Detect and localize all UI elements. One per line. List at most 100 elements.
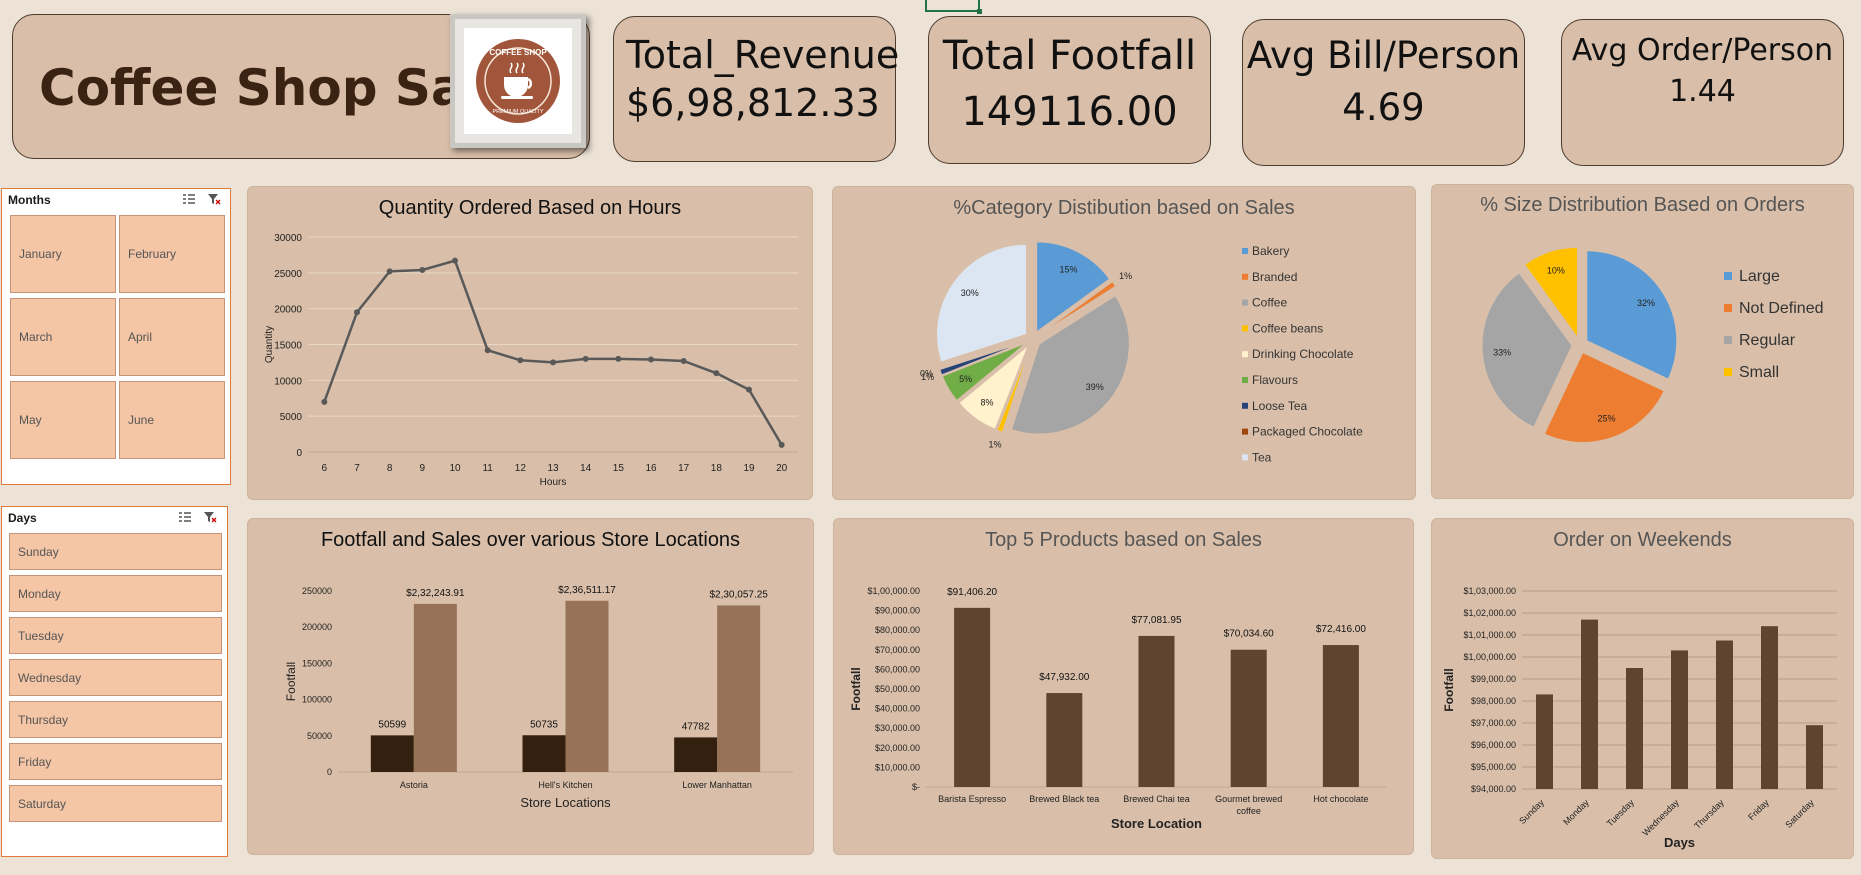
slicer-item-wednesday[interactable]: Wednesday [9, 659, 222, 696]
coffee-shop-logo: COFFEE SHOP PREMIUM QUALITY [464, 28, 572, 134]
x-tick-label: 8 [387, 463, 393, 474]
bar [954, 607, 991, 787]
data-point [648, 356, 654, 363]
pie-slice-small [1523, 246, 1579, 339]
data-point [713, 370, 720, 377]
pie-slice-bakery [1036, 241, 1111, 333]
size-chart-panel[interactable]: % Size Distribution Based on Orders 32% 2… [1431, 184, 1854, 499]
x-tick-label: Friday [1746, 797, 1771, 822]
slicer-item-sunday[interactable]: Sunday [9, 533, 222, 570]
x-tick-label: 15 [613, 463, 625, 474]
pie-data-label: 5% [959, 374, 972, 384]
slicer-item-june[interactable]: June [119, 381, 225, 459]
pie-data-label: 1% [1119, 271, 1132, 281]
y-tick-label: $70,000.00 [875, 645, 920, 655]
category-pie-chart: 15%1%39%1%8%5%1%0%30%BakeryBrandedCoffee… [920, 241, 1363, 464]
products-chart-panel[interactable]: Top 5 Products based on Sales $- $10,000.… [833, 518, 1414, 855]
x-tick-label: 19 [743, 463, 755, 474]
clear-filter-icon[interactable] [203, 511, 217, 523]
y-tick-label: $10,000.00 [875, 762, 920, 772]
y-tick-label: $- [912, 782, 920, 792]
slicer-item-february[interactable]: February [119, 215, 225, 293]
pie-slice-coffee [1010, 294, 1130, 435]
legend-swatch [1242, 299, 1248, 306]
x-tick-label: Thursday [1692, 797, 1726, 831]
data-point [386, 268, 393, 275]
x-tick-label: Sunday [1517, 797, 1546, 826]
bar [1806, 725, 1823, 789]
y-tick-label: $30,000.00 [875, 723, 920, 733]
legend-swatch [1724, 304, 1732, 312]
x-axis-title: Hours [540, 477, 567, 488]
slicer-item-april[interactable]: April [119, 298, 225, 376]
slicer-item-march[interactable]: March [10, 298, 116, 376]
y-tick-label: $80,000.00 [875, 625, 920, 635]
slicer-item-saturday[interactable]: Saturday [9, 785, 222, 822]
pie-data-label: 32% [1637, 298, 1655, 308]
hours-chart-panel[interactable]: Quantity Ordered Based on Hours 0 5000 100… [247, 186, 813, 500]
bar [1046, 693, 1083, 787]
pie-data-label: 1% [989, 439, 1002, 449]
pie-data-label: 10% [1547, 266, 1565, 276]
bar [1671, 650, 1688, 789]
kpi-title: Avg Order/Person [1571, 33, 1834, 68]
data-point [746, 386, 752, 393]
pie-data-label: 0% [920, 369, 933, 379]
multi-select-icon[interactable] [182, 193, 196, 205]
pie-data-label: 30% [961, 288, 979, 298]
size-pie-chart: 32% 25% 33% 10% Large Not Defined Regular Small [1481, 246, 1824, 444]
chart-title: % Size Distribution Based on Orders [1480, 194, 1805, 216]
slicer-item-january[interactable]: January [10, 215, 116, 293]
x-tick-label: Saturday [1783, 797, 1816, 830]
x-tick-label: 7 [354, 463, 360, 474]
slicer-item-may[interactable]: May [10, 381, 116, 459]
bar [522, 735, 566, 772]
data-point [321, 398, 328, 405]
x-axis-title: Store Locations [520, 795, 611, 810]
slicer-item-friday[interactable]: Friday [9, 743, 222, 780]
pie-data-label: 39% [1086, 382, 1104, 392]
legend-swatch [1242, 402, 1248, 409]
legend-swatch [1724, 368, 1732, 376]
data-point [778, 441, 785, 448]
x-tick-label: Astoria [400, 780, 428, 790]
locations-chart-panel[interactable]: Footfall and Sales over various Store Lo… [247, 518, 814, 855]
legend-label: Coffee beans [1252, 321, 1323, 335]
y-tick-label: 25000 [274, 269, 302, 280]
chart-title: Top 5 Products based on Sales [985, 529, 1262, 551]
slicer-item-monday[interactable]: Monday [9, 575, 222, 612]
category-chart-panel[interactable]: %Category Distibution based on Sales 15%… [832, 186, 1416, 500]
data-point [680, 357, 687, 364]
multi-select-icon[interactable] [178, 511, 192, 523]
x-tick-label: 17 [678, 463, 690, 474]
bar [370, 735, 414, 772]
clear-filter-icon[interactable] [207, 193, 221, 205]
pie-data-label: 25% [1597, 414, 1615, 424]
bar [1536, 694, 1553, 789]
days-slicer: Days Sunday Monday Tuesday Wednesday Thu… [1, 506, 228, 857]
bar-data-label: $77,081.95 [1131, 615, 1181, 626]
bar-data-label: $2,30,057.25 [709, 589, 768, 600]
bar-data-label: $2,36,511.17 [558, 585, 616, 596]
y-tick-label: $1,00,000.00 [867, 586, 920, 596]
cell-fill-handle [977, 9, 982, 14]
bar [1761, 626, 1778, 789]
chart-title: Footfall and Sales over various Store Lo… [320, 529, 741, 551]
logo-text-top: COFFEE SHOP [489, 48, 547, 57]
legend-swatch [1242, 428, 1248, 435]
title-card: Coffee Shop Sales COFFEE SHOP PREMIUM QU… [12, 14, 590, 159]
weekends-chart-panel[interactable]: Order on Weekends $94,000.00 $95,000.00 $9… [1431, 518, 1854, 859]
data-point [615, 355, 622, 362]
chart-title: %Category Distibution based on Sales [953, 197, 1295, 219]
y-tick-label: 0 [296, 448, 302, 459]
x-tick-label: 13 [547, 463, 559, 474]
y-tick-label: $98,000.00 [1471, 696, 1516, 706]
slicer-item-thursday[interactable]: Thursday [9, 701, 222, 738]
legend-label: Not Defined [1739, 300, 1824, 317]
y-tick-label: 150000 [302, 658, 332, 668]
chart-title: Quantity Ordered Based on Hours [378, 197, 682, 219]
legend-label: Loose Tea [1252, 399, 1307, 413]
data-point [484, 347, 491, 354]
slicer-item-tuesday[interactable]: Tuesday [9, 617, 222, 654]
data-point [354, 309, 360, 316]
